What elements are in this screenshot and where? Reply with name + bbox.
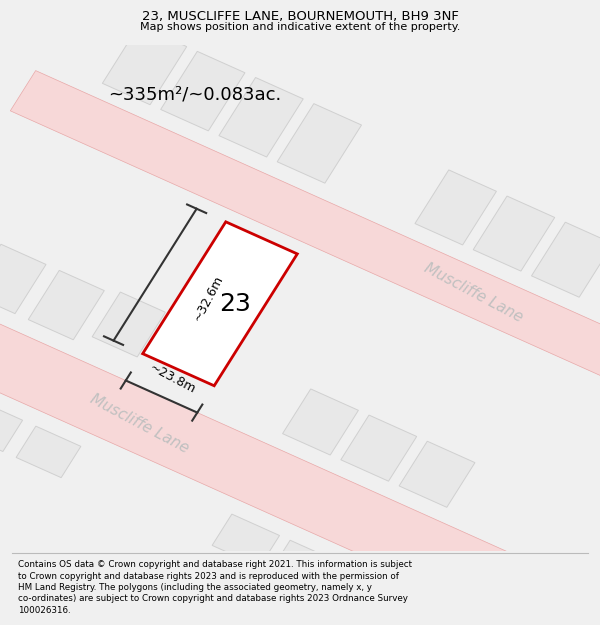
Text: to Crown copyright and database rights 2023 and is reproduced with the permissio: to Crown copyright and database rights 2… [18,571,399,581]
Text: Contains OS data © Crown copyright and database right 2021. This information is : Contains OS data © Crown copyright and d… [18,560,412,569]
Text: co-ordinates) are subject to Crown copyright and database rights 2023 Ordnance S: co-ordinates) are subject to Crown copyr… [18,594,408,603]
Polygon shape [341,415,416,481]
Polygon shape [329,566,396,619]
Text: ~23.8m: ~23.8m [148,361,198,396]
Polygon shape [103,25,187,105]
Polygon shape [92,292,166,357]
Polygon shape [415,170,496,245]
Text: HM Land Registry. The polygons (including the associated geometry, namely x, y: HM Land Registry. The polygons (includin… [18,583,372,592]
Polygon shape [0,244,46,314]
Text: ~32.6m: ~32.6m [191,273,226,324]
Polygon shape [473,196,555,271]
Polygon shape [532,222,600,298]
Polygon shape [212,514,280,567]
Polygon shape [143,222,297,386]
Polygon shape [399,441,475,508]
Polygon shape [0,281,592,625]
Polygon shape [161,51,245,131]
Polygon shape [16,426,81,478]
Text: Muscliffe Lane: Muscliffe Lane [421,261,525,325]
Text: ~335m²/~0.083ac.: ~335m²/~0.083ac. [108,86,281,104]
Text: Muscliffe Lane: Muscliffe Lane [88,391,191,456]
Text: 100026316.: 100026316. [18,606,71,615]
Text: 23: 23 [219,292,251,316]
Polygon shape [283,389,358,455]
Polygon shape [28,271,104,340]
Polygon shape [271,540,338,593]
Polygon shape [277,104,362,183]
Polygon shape [219,78,303,157]
Text: Map shows position and indicative extent of the property.: Map shows position and indicative extent… [140,21,460,31]
Text: 23, MUSCLIFFE LANE, BOURNEMOUTH, BH9 3NF: 23, MUSCLIFFE LANE, BOURNEMOUTH, BH9 3NF [142,10,458,23]
Polygon shape [0,400,23,451]
Polygon shape [10,71,600,420]
